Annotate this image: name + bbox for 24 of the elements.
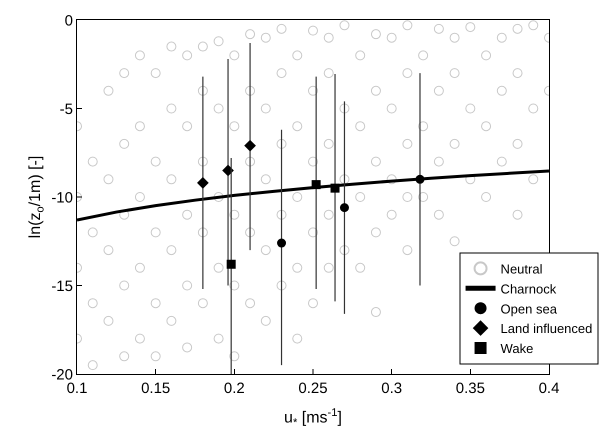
x-tick-label: 0.15 [141,380,170,397]
legend-label: Wake [500,341,534,356]
point [312,180,321,190]
point [197,176,209,189]
legend-label: Neutral [500,261,543,276]
x-tick-label: 0.2 [224,380,245,397]
x-tick-label: 0.35 [456,380,485,397]
legend-label: Charnock [500,281,557,296]
legend-label: Open sea [500,301,558,316]
legend-label: Land influenced [500,321,592,336]
point [277,238,286,248]
y-tick-label: 0 [64,12,73,30]
point [330,184,340,193]
point [415,174,424,184]
point [226,260,236,269]
x-tick-label: 0.4 [538,380,560,397]
point [244,140,256,152]
y-tick-label: -5 [60,100,73,118]
y-tick-label: -10 [51,189,73,206]
point [340,203,349,212]
x-axis-title: u$_{*}$ [ms$^{-1}$] [284,406,342,430]
x-tick-label: 0.3 [381,380,402,397]
y-tick-label: -15 [51,278,73,295]
x-tick-label: 0.25 [298,380,328,397]
